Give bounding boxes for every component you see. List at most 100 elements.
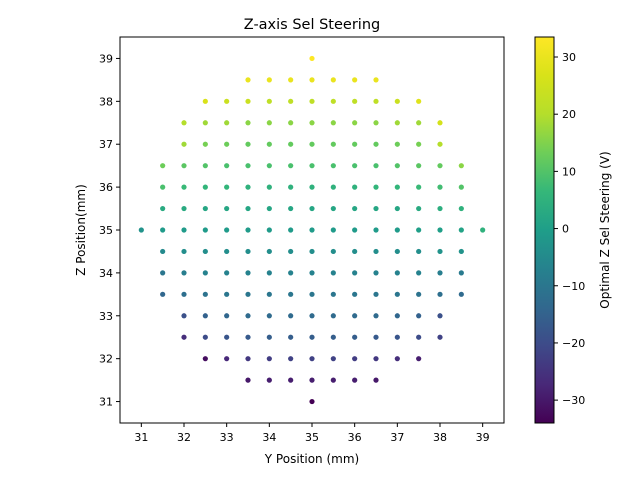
data-point [288,205,294,212]
data-point [394,270,400,276]
data-point [266,313,272,319]
data-point [394,227,400,233]
data-point [288,377,294,383]
colorbar-ticks: 30 20 10 0 −10 −20 −30 [554,51,585,407]
data-point [202,141,208,147]
x-tick-label: 33 [220,431,234,444]
data-point [458,227,464,233]
data-point [181,227,187,233]
data-point [288,141,294,147]
data-point [309,77,315,83]
colorbar-tick-label: 0 [562,223,569,236]
data-point [373,77,379,83]
data-point [458,270,464,276]
x-tick-label: 34 [262,431,276,444]
data-point [288,184,294,190]
data-point [224,248,230,255]
data-point [330,377,336,383]
data-point [160,270,166,276]
data-point [288,77,294,83]
data-point [394,334,400,340]
data-point [245,270,251,276]
data-point [437,184,443,190]
data-point [416,270,422,276]
data-point [224,227,230,233]
data-point [181,291,187,297]
data-point [224,184,230,190]
data-point [288,163,294,169]
data-point [416,291,422,297]
data-point [373,270,379,276]
data-point [224,163,230,169]
data-point [458,291,464,297]
data-point [330,120,336,126]
data-point [245,141,251,147]
data-point [437,205,443,212]
data-point [330,77,336,83]
data-point [224,356,230,362]
data-point [309,313,315,319]
data-point [288,248,294,255]
data-point [394,184,400,190]
x-tick-label: 38 [433,431,447,444]
data-point [352,184,358,190]
data-point [245,334,251,340]
colorbar-tick-label: 10 [562,165,576,178]
data-point [437,120,443,126]
data-point [437,248,443,255]
colorbar-label: Optimal Z Sel Steering (V) [598,151,612,308]
data-point [416,248,422,255]
data-point [181,184,187,190]
colorbar-tick-label: 30 [562,51,576,64]
data-point [330,334,336,340]
data-point [373,163,379,169]
data-point [181,313,187,319]
data-point [266,184,272,190]
data-point [373,98,379,104]
x-tick-label: 36 [348,431,362,444]
y-tick-label: 34 [99,267,113,280]
data-point [224,98,230,104]
data-point [266,291,272,297]
data-point [224,120,230,126]
data-point [309,248,315,255]
data-point [416,120,422,126]
data-point [437,334,443,340]
data-point [458,248,464,255]
data-point [266,334,272,340]
y-tick-label: 31 [99,396,113,409]
data-point [394,141,400,147]
y-tick-label: 37 [99,138,113,151]
data-point [330,184,336,190]
data-point [202,334,208,340]
data-point [309,291,315,297]
data-point [288,120,294,126]
y-axis-ticks: 31 32 33 34 35 36 37 38 39 [99,52,120,409]
data-point [266,163,272,169]
data-point [330,248,336,255]
data-point [160,163,166,169]
data-point [309,120,315,126]
data-point [373,313,379,319]
data-point [437,163,443,169]
data-point [266,205,272,212]
data-point [394,163,400,169]
data-point [416,184,422,190]
data-point [373,120,379,126]
data-point [373,248,379,255]
data-point [373,356,379,362]
data-point [330,291,336,297]
data-point [266,377,272,383]
data-point [437,291,443,297]
data-point [437,270,443,276]
data-point [245,184,251,190]
data-point [309,398,315,405]
data-point [245,163,251,169]
x-tick-label: 32 [177,431,191,444]
data-point [330,205,336,212]
data-point [309,98,315,104]
data-point [458,205,464,212]
data-point [224,141,230,147]
x-tick-label: 35 [305,431,319,444]
